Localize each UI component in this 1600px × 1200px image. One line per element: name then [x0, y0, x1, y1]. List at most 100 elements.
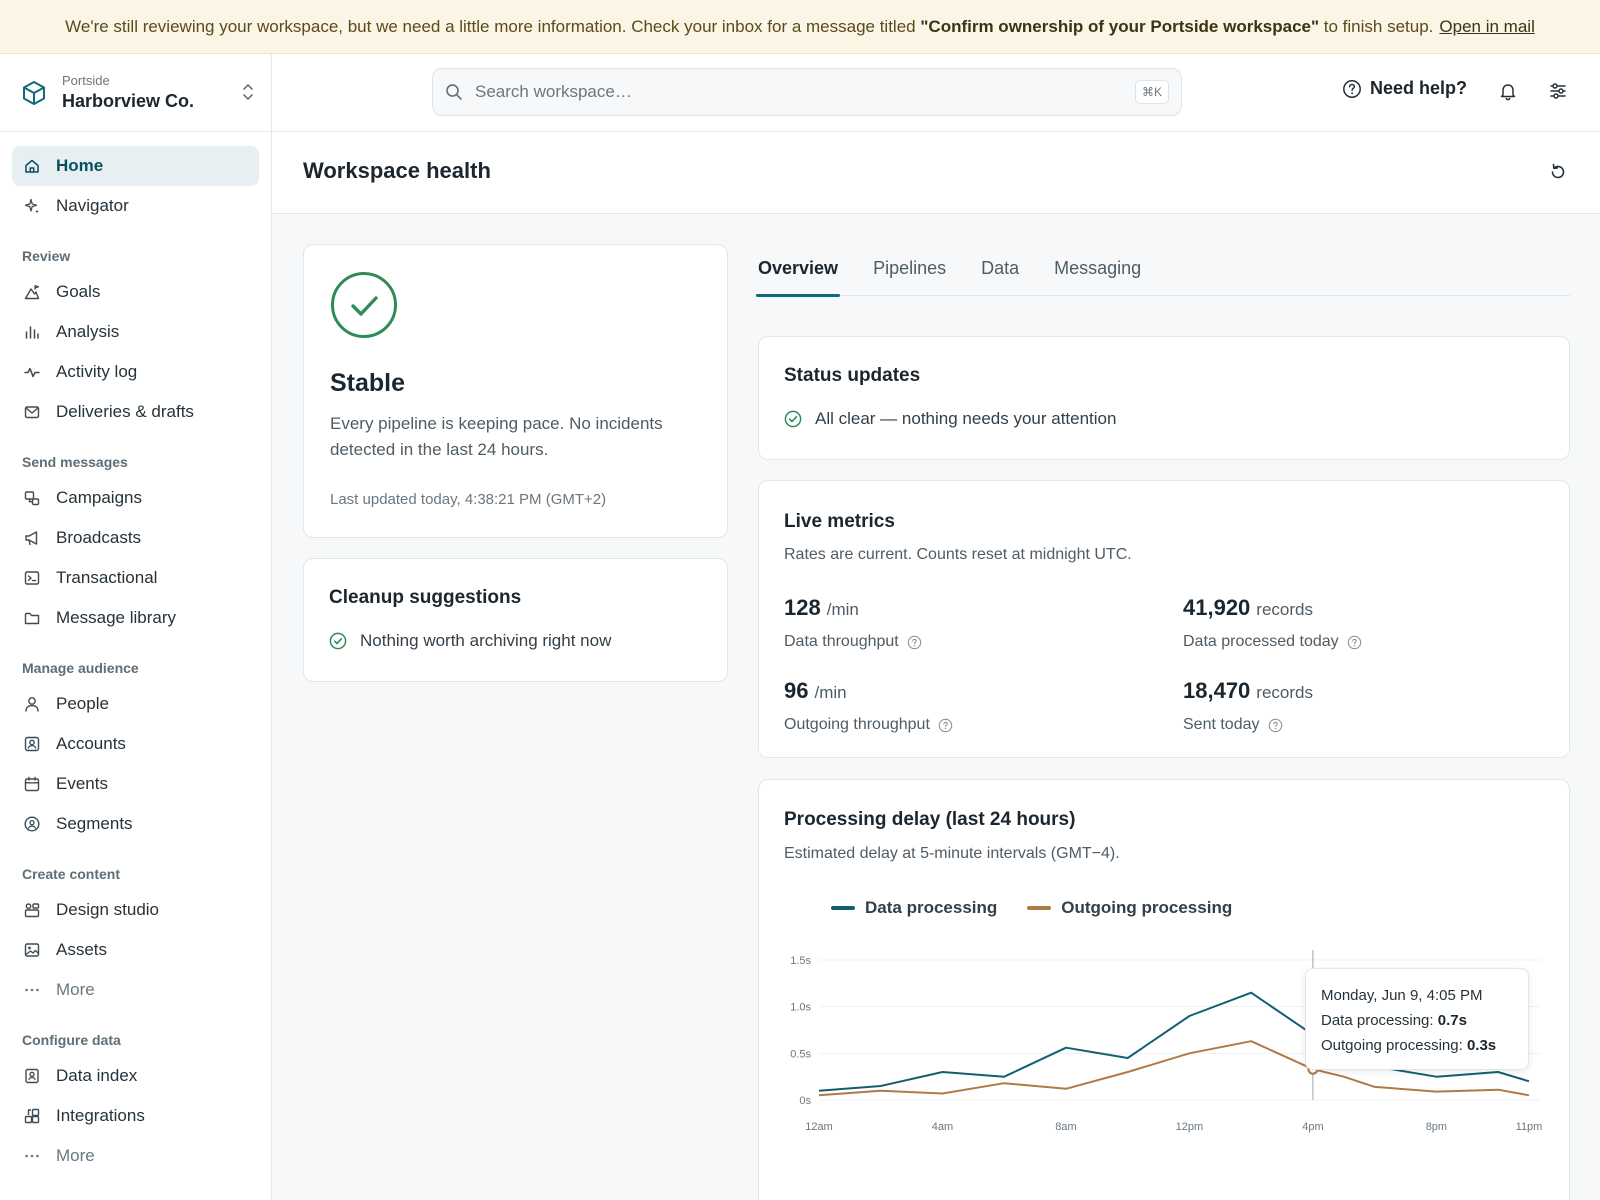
search-input[interactable]	[475, 82, 1135, 102]
sidebar-item-people[interactable]: People	[12, 684, 259, 724]
legend-swatch	[1027, 906, 1052, 910]
sidebar: Portside Harborview Co. Home Navigator Rev…	[0, 54, 272, 1200]
legend-item-outgoing-processing: Outgoing processing	[1027, 898, 1232, 918]
sidebar-item-accounts[interactable]: Accounts	[12, 724, 259, 764]
index-icon	[22, 1066, 42, 1086]
sidebar-item-message-library[interactable]: Message library	[12, 598, 259, 638]
workspace-switcher[interactable]: Portside Harborview Co.	[0, 54, 271, 132]
legend-item-data-processing: Data processing	[831, 898, 997, 918]
settings-button[interactable]	[1546, 79, 1570, 103]
sidebar-item-assets[interactable]: Assets	[12, 930, 259, 970]
sidebar-item-design-studio[interactable]: Design studio	[12, 890, 259, 930]
sidebar-item-label: More	[56, 980, 95, 999]
status-updates-message: All clear — nothing needs your attention	[815, 409, 1117, 428]
sidebar-item-navigator[interactable]: Navigator	[12, 186, 259, 226]
sidebar-item-broadcasts[interactable]: Broadcasts	[12, 518, 259, 558]
page-title: Workspace health	[303, 158, 491, 183]
help-icon	[1343, 79, 1361, 98]
metric-value: 128	[784, 595, 821, 620]
tab-pipelines[interactable]: Pipelines	[873, 258, 947, 278]
sidebar-item-campaigns[interactable]: Campaigns	[12, 478, 259, 518]
person-icon	[22, 694, 42, 714]
sidebar-item-more[interactable]: More	[12, 970, 259, 1010]
sidebar-item-label: Campaigns	[56, 488, 142, 507]
workspace-name: Harborview Co.	[62, 91, 195, 111]
metric-label: Sent today	[1183, 716, 1260, 733]
workspace-logo-icon	[23, 80, 45, 105]
segment-icon	[22, 814, 42, 834]
search-bar[interactable]: ⌘K	[432, 68, 1182, 116]
refresh-icon[interactable]	[1546, 160, 1570, 184]
cleanup-message: Nothing worth archiving right now	[360, 631, 612, 650]
check-circle-icon	[784, 410, 802, 428]
metric-unit: /min	[814, 683, 847, 702]
sidebar-item-more[interactable]: More	[12, 1136, 259, 1176]
goals-icon	[22, 282, 42, 302]
search-shortcut: ⌘K	[1134, 80, 1169, 104]
more-icon	[22, 980, 42, 1000]
folder-icon	[22, 608, 42, 628]
sidebar-item-integrations[interactable]: Integrations	[12, 1096, 259, 1136]
check-circle-icon	[329, 632, 347, 650]
sidebar-item-home[interactable]: Home	[12, 146, 259, 186]
sidebar-item-analysis[interactable]: Analysis	[12, 312, 259, 352]
metric-label: Data processed today	[1183, 633, 1339, 650]
account-icon	[22, 734, 42, 754]
health-status-title: Stable	[330, 369, 406, 397]
legend-label: Data processing	[865, 898, 998, 917]
sidebar-item-label: Home	[56, 156, 104, 175]
x-tick-label: 12pm	[1176, 1121, 1204, 1133]
sidebar-item-activity-log[interactable]: Activity log	[12, 352, 259, 392]
tooltip-date: Monday, Jun 9, 4:05 PM	[1321, 987, 1483, 1004]
help-button[interactable]: Need help?	[1342, 78, 1467, 99]
legend-swatch	[831, 906, 855, 910]
tab-data[interactable]: Data	[981, 258, 1020, 278]
info-icon[interactable]	[1268, 718, 1283, 733]
cleanup-status: Nothing worth archiving right now	[329, 631, 702, 651]
sidebar-item-label: Integrations	[56, 1106, 145, 1125]
sidebar-item-data-index[interactable]: Data index	[12, 1056, 259, 1096]
sidebar-item-label: People	[56, 694, 109, 713]
chart-tooltip: Monday, Jun 9, 4:05 PM Data processing: …	[1305, 968, 1529, 1070]
sidebar-item-deliveries-drafts[interactable]: Deliveries & drafts	[12, 392, 259, 432]
info-icon[interactable]	[907, 635, 922, 650]
status-updates-message-row: All clear — nothing needs your attention	[784, 409, 1544, 429]
info-icon[interactable]	[1347, 635, 1362, 650]
x-tick-label: 8am	[1055, 1121, 1076, 1133]
sidebar-item-events[interactable]: Events	[12, 764, 259, 804]
tab-messaging[interactable]: Messaging	[1054, 258, 1142, 278]
sidebar-item-segments[interactable]: Segments	[12, 804, 259, 844]
open-in-mail-link[interactable]: Open in mail	[1439, 16, 1535, 36]
sidebar-item-goals[interactable]: Goals	[12, 272, 259, 312]
bell-icon	[1500, 84, 1516, 101]
cleanup-title: Cleanup suggestions	[329, 587, 522, 608]
status-updates-title: Status updates	[784, 365, 921, 386]
metric-outgoing-throughput: 96/min Outgoing throughput	[784, 678, 953, 734]
info-icon[interactable]	[938, 718, 953, 733]
sidebar-item-label: Message library	[56, 608, 176, 627]
search-icon	[446, 84, 462, 100]
image-icon	[22, 940, 42, 960]
sidebar-section-title: Send messages	[22, 454, 128, 470]
metric-label: Data throughput	[784, 633, 899, 650]
y-tick-label: 1.0s	[790, 1002, 811, 1014]
sliders-icon	[1550, 83, 1566, 99]
last-updated-timestamp: Last updated today, 4:38:21 PM (GMT+2)	[330, 491, 607, 508]
notifications-button[interactable]	[1496, 79, 1520, 103]
sidebar-item-transactional[interactable]: Transactional	[12, 558, 259, 598]
sidebar-nav: Home Navigator Review Goals Analysis Activity…	[0, 132, 271, 1176]
megaphone-icon	[22, 528, 42, 548]
metric-value: 18,470	[1183, 678, 1251, 703]
live-metrics-card: Live metrics Rates are current. Counts r…	[758, 480, 1570, 758]
sidebar-section-title: Manage audience	[22, 660, 139, 676]
metric-sent-today: 18,470 records Sent today	[1183, 678, 1313, 734]
sidebar-item-label: Analysis	[56, 322, 120, 341]
cleanup-suggestions-card: Cleanup suggestions Nothing worth archiv…	[303, 558, 728, 682]
sidebar-item-label: Broadcasts	[56, 528, 142, 547]
activity-icon	[22, 362, 42, 382]
sidebar-item-label: Events	[56, 774, 108, 793]
health-status-card: Stable Every pipeline is keeping pace. N…	[303, 244, 728, 538]
tab-overview[interactable]: Overview	[755, 244, 841, 297]
sidebar-item-label: Assets	[56, 940, 108, 959]
verification-banner: We're still reviewing your workspace, bu…	[0, 0, 1600, 54]
